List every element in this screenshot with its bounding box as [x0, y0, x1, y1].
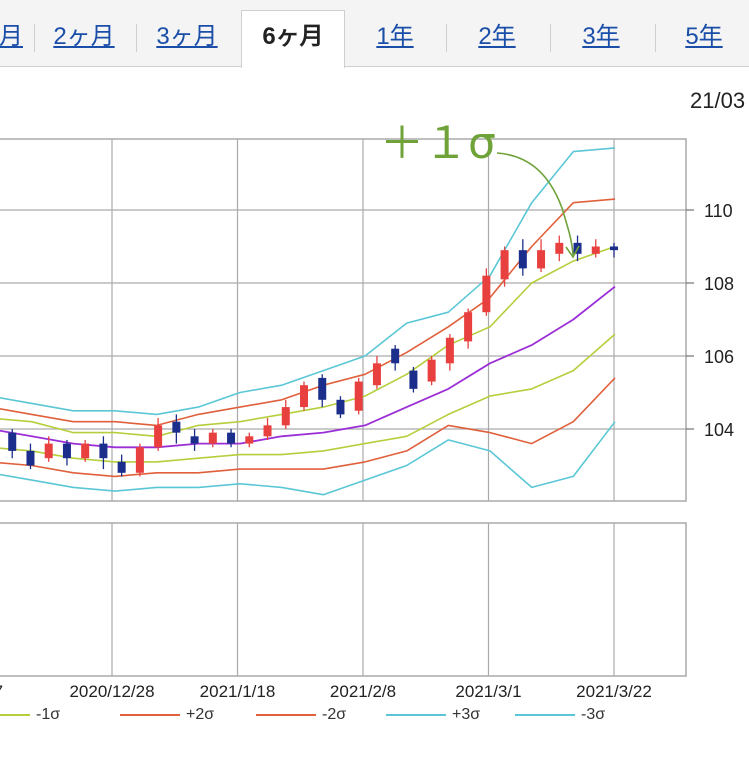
legend-item: -3σ [515, 706, 605, 724]
candle-body [537, 250, 546, 269]
candle-body [8, 432, 17, 451]
legend-swatch [120, 714, 180, 716]
candle-body [117, 461, 126, 473]
plus-1-sigma-annotation: ＋１σ [380, 118, 496, 169]
plus-3-sigma-line [0, 147, 616, 416]
tab-1-month[interactable]: 月 [0, 23, 23, 50]
x-tick-label: 2021/3/22 [576, 682, 652, 701]
annotation-arrow-head [565, 245, 580, 259]
x-tick-label: 2021/3/1 [455, 682, 521, 701]
x-tick-label: 2020/12/28 [69, 682, 154, 701]
candle-body [354, 381, 363, 411]
candle-body [26, 450, 35, 466]
moving-average-line [0, 285, 616, 449]
legend-label: +2σ [186, 706, 215, 723]
candle-body [336, 399, 345, 415]
minus-3-sigma-line [0, 421, 616, 496]
candle-body [445, 337, 454, 364]
candle-body [610, 246, 618, 251]
candle-body [372, 363, 381, 386]
tab-2-years[interactable]: 2年 [478, 23, 516, 50]
candle-body [135, 447, 144, 473]
legend-swatch [0, 714, 30, 716]
legend-swatch [256, 714, 316, 716]
candle-body [300, 385, 308, 408]
candle-body [208, 432, 217, 444]
period-tab-bar: 月 2ヶ月 3ヶ月 6ヶ月 1年 2年 3年 5年 [0, 0, 749, 68]
volume-panel-frame [0, 522, 687, 677]
candle-body [190, 436, 199, 444]
y-tick-label: 110 [704, 201, 733, 221]
legend-label: -3σ [581, 706, 606, 723]
candle-body [245, 436, 254, 444]
legend-label: -2σ [322, 706, 347, 723]
price-chart: 104 106 108 110 12/7 2020/12/28 2021/1/18 2021/… [0, 118, 734, 701]
tab-5-years[interactable]: 5年 [685, 23, 723, 50]
tab-3-years[interactable]: 3年 [582, 23, 620, 50]
candle-body [227, 432, 236, 444]
y-tick-label: 104 [704, 420, 734, 440]
y-tick-label: 108 [704, 274, 734, 294]
candle-body [318, 377, 327, 400]
candle-body [518, 250, 527, 269]
current-date-label: 21/03 [690, 88, 746, 113]
tab-separator [550, 24, 551, 52]
candle-body [591, 246, 600, 254]
candle-body [391, 348, 400, 364]
tab-separator [655, 24, 656, 52]
chart-legend: -1σ +2σ -2σ +3σ -3σ [0, 706, 749, 736]
x-tick-label: 2021/1/18 [200, 682, 276, 701]
legend-swatch [515, 714, 575, 716]
candle-body [409, 370, 418, 389]
tab-6-months[interactable]: 6ヶ月 [241, 10, 345, 68]
tab-separator [34, 24, 35, 52]
candle-body [482, 275, 491, 313]
legend-label: -1σ [36, 706, 61, 723]
candle-body [62, 443, 71, 459]
candle-body [154, 425, 163, 448]
minus-2-sigma-line [0, 377, 616, 478]
plus-1-sigma-line [0, 245, 616, 438]
legend-item: -2σ [256, 706, 346, 724]
candle-body [99, 443, 108, 459]
candle-body [464, 312, 473, 342]
candle-body [281, 407, 290, 426]
x-tick-label: 2021/2/8 [330, 682, 396, 701]
candle-body [427, 359, 436, 382]
legend-label: +3σ [452, 706, 481, 723]
minus-1-sigma-line [0, 333, 616, 463]
legend-swatch [386, 714, 446, 716]
candle-body [500, 250, 509, 280]
candle-body [263, 425, 272, 437]
legend-item: -1σ [0, 706, 60, 724]
candle-body [172, 421, 181, 433]
tab-2-months[interactable]: 2ヶ月 [53, 23, 115, 50]
tab-separator [446, 24, 447, 52]
candle-body [81, 443, 90, 459]
candle-body [44, 443, 53, 459]
tab-separator [136, 24, 137, 52]
tab-1-year[interactable]: 1年 [376, 23, 414, 50]
annotation-arrow [496, 152, 574, 256]
y-tick-label: 106 [704, 347, 734, 367]
legend-item: +3σ [386, 706, 480, 724]
legend-item: +2σ [120, 706, 214, 724]
tab-3-months[interactable]: 3ヶ月 [156, 23, 218, 50]
candle-body [555, 242, 564, 254]
x-tick-label: 12/7 [0, 682, 3, 701]
